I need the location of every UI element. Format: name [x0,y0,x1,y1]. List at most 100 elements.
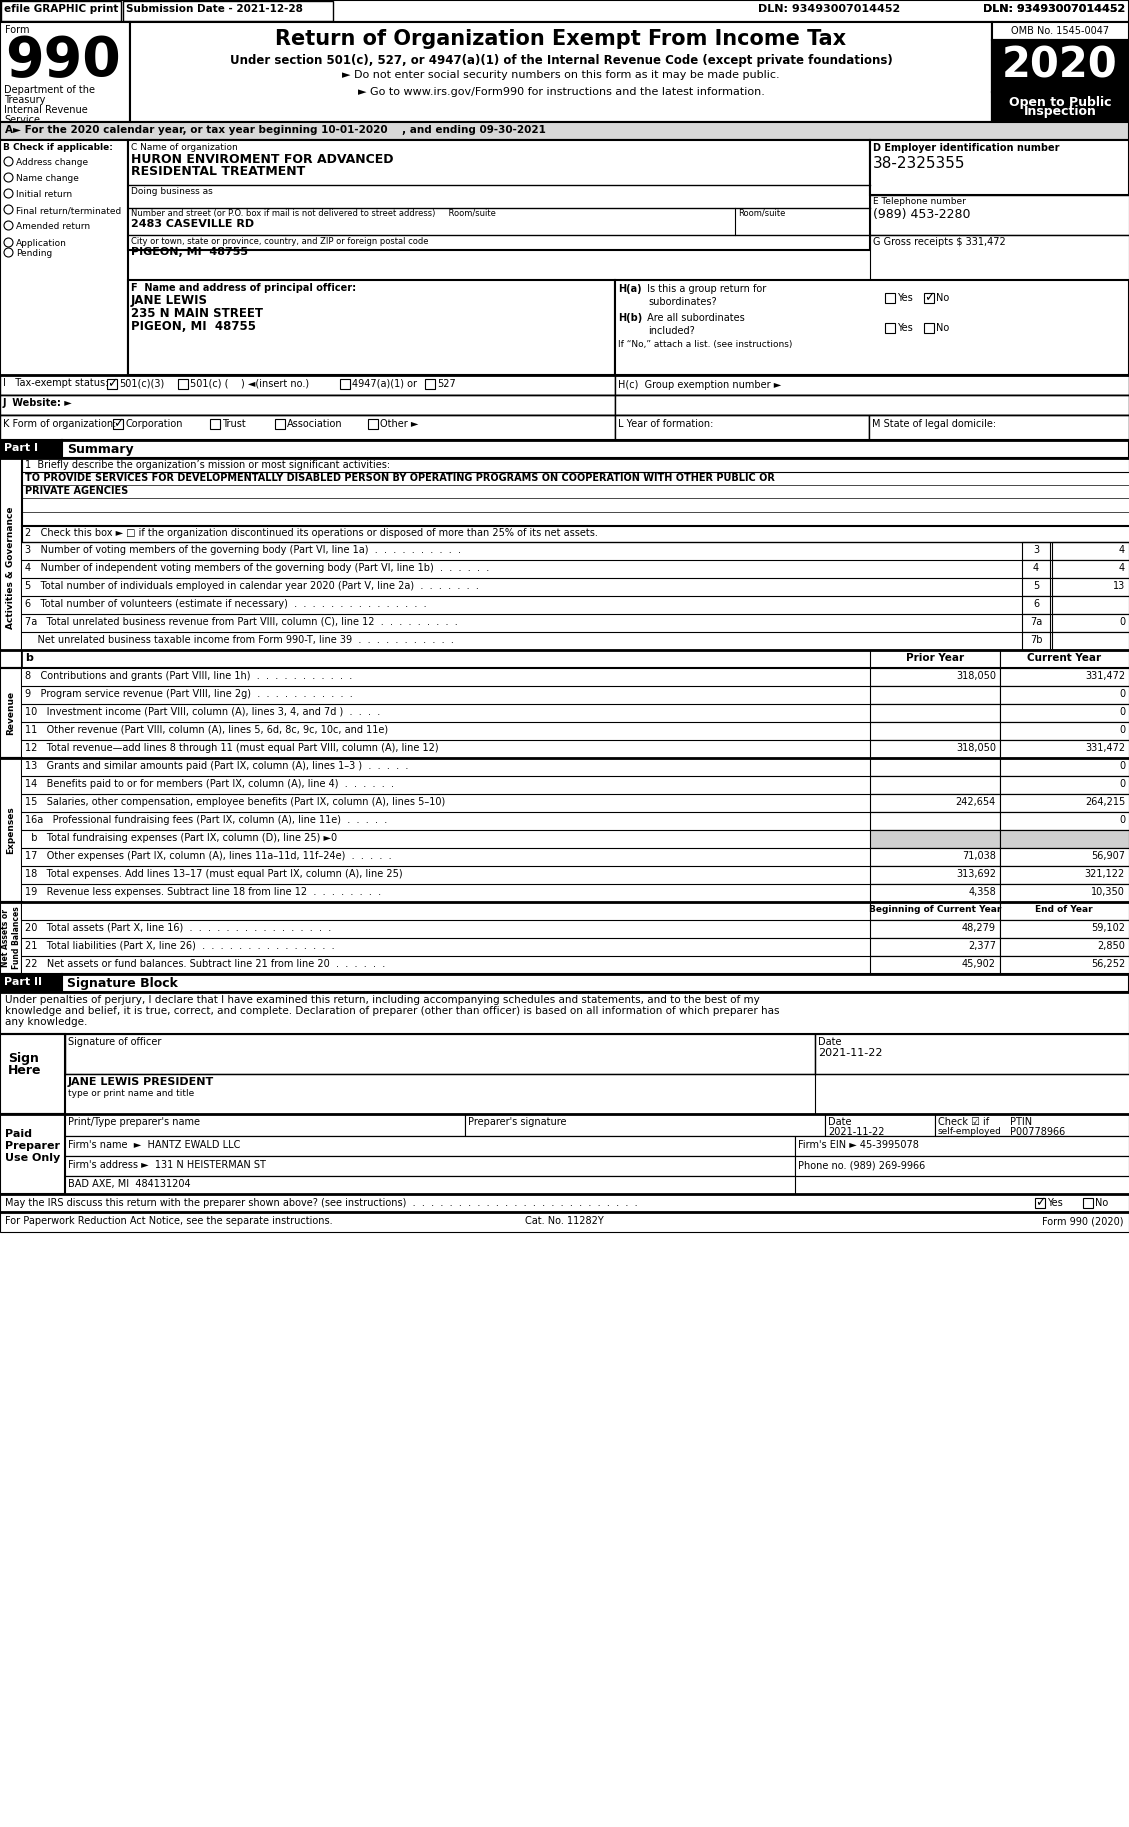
Text: 7a: 7a [1030,618,1042,627]
Text: Final return/terminated: Final return/terminated [16,206,121,216]
Text: DLN: 93493007014452: DLN: 93493007014452 [758,4,900,15]
Text: Firm's name  ►  HANTZ EWALD LLC: Firm's name ► HANTZ EWALD LLC [68,1140,240,1149]
Text: No: No [1095,1199,1109,1208]
Text: H(c)  Group exemption number ►: H(c) Group exemption number ► [618,380,781,389]
Bar [870,937,1000,956]
Text: 4,358: 4,358 [969,886,996,897]
Text: JANE LEWIS: JANE LEWIS [131,294,208,307]
Text: Service: Service [5,115,40,124]
Bar [21,722,870,740]
Bar [21,614,1022,632]
Text: Inspection: Inspection [1024,104,1096,119]
Text: L Year of formation:: L Year of formation: [618,418,714,429]
Text: Association: Association [287,418,342,429]
Text: 331,472: 331,472 [1085,671,1124,681]
Text: Return of Organization Exempt From Income Tax: Return of Organization Exempt From Incom… [275,29,847,49]
Bar [1022,596,1050,614]
Bar [1022,614,1050,632]
Bar [1000,937,1129,956]
Text: 2021-11-22: 2021-11-22 [828,1127,884,1136]
Text: Signature of officer: Signature of officer [68,1038,161,1047]
Bar [1000,776,1129,795]
Text: 2483 CASEVILLE RD: 2483 CASEVILLE RD [131,219,254,228]
Text: 22   Net assets or fund balances. Subtract line 21 from line 20  .  .  .  .  .  : 22 Net assets or fund balances. Subtract… [25,959,385,968]
Bar [0,141,128,420]
Bar [0,758,21,903]
Text: P00778966: P00778966 [1010,1127,1066,1136]
Text: ► Do not enter social security numbers on this form as it may be made public.: ► Do not enter social security numbers o… [342,69,780,80]
Text: 21   Total liabilities (Part X, line 26)  .  .  .  .  .  .  .  .  .  .  .  .  . : 21 Total liabilities (Part X, line 26) .… [25,941,334,952]
Bar [615,375,1129,395]
Bar [0,395,615,415]
Text: Part I: Part I [5,442,38,453]
Bar [0,22,130,122]
Bar [1052,561,1129,577]
Bar [1000,650,1129,669]
Text: knowledge and belief, it is true, correct, and complete. Declaration of preparer: knowledge and belief, it is true, correc… [5,1007,779,1016]
Bar [65,1177,795,1195]
Text: 1  Briefly describe the organization’s mission or most significant activities:: 1 Briefly describe the organization’s mi… [25,460,391,470]
Bar [21,758,870,776]
Bar [1,2,121,20]
Bar [870,740,1000,758]
Text: Form: Form [5,26,29,35]
Bar [210,418,220,429]
Text: 501(c)(3): 501(c)(3) [119,378,164,389]
Text: 10,350: 10,350 [1091,886,1124,897]
Text: Application: Application [16,239,67,248]
Bar [870,829,1000,848]
Text: 0: 0 [1119,725,1124,734]
Bar [1052,632,1129,650]
Text: HURON ENVIROMENT FOR ADVANCED: HURON ENVIROMENT FOR ADVANCED [131,153,394,166]
Text: OMB No. 1545-0047: OMB No. 1545-0047 [1010,26,1109,37]
Text: Other ►: Other ► [380,418,419,429]
Text: End of Year: End of Year [1035,904,1093,914]
Text: 0: 0 [1119,707,1124,716]
Bar [615,280,1129,375]
Bar [1022,543,1050,561]
Bar [1000,703,1129,722]
Text: 14   Benefits paid to or for members (Part IX, column (A), line 4)  .  .  .  .  : 14 Benefits paid to or for members (Part… [25,778,394,789]
Text: 2021-11-22: 2021-11-22 [819,1049,883,1058]
Text: RESIDENTAL TREATMENT: RESIDENTAL TREATMENT [131,164,305,177]
Text: Number and street (or P.O. box if mail is not delivered to street address)     R: Number and street (or P.O. box if mail i… [131,208,496,217]
Bar [0,974,62,992]
Bar [65,1136,795,1156]
Text: Part II: Part II [5,977,42,987]
Bar [870,650,1000,669]
Text: 2,377: 2,377 [968,941,996,952]
Text: For Paperwork Reduction Act Notice, see the separate instructions.: For Paperwork Reduction Act Notice, see … [5,1217,333,1226]
Bar [21,866,870,884]
Text: If “No,” attach a list. (see instructions): If “No,” attach a list. (see instruction… [618,340,793,349]
Bar [130,22,992,122]
Text: Department of the: Department of the [5,86,95,95]
Bar [1000,866,1129,884]
Text: Check ☑ if: Check ☑ if [938,1116,989,1127]
Text: Firm's EIN ► 45-3995078: Firm's EIN ► 45-3995078 [798,1140,919,1149]
Bar [0,669,21,758]
Text: DLN: 93493007014452: DLN: 93493007014452 [982,4,1124,15]
Bar [21,937,870,956]
Text: M State of legal domicile:: M State of legal domicile: [872,418,996,429]
Bar [0,375,615,395]
Bar [924,292,934,303]
Text: 18   Total expenses. Add lines 13–17 (must equal Part IX, column (A), line 25): 18 Total expenses. Add lines 13–17 (must… [25,870,403,879]
Bar [1000,758,1129,776]
Bar [870,669,1000,685]
Text: Internal Revenue: Internal Revenue [5,104,88,115]
Text: 235 N MAIN STREET: 235 N MAIN STREET [131,307,263,320]
Bar [615,395,1129,415]
Bar [1000,740,1129,758]
Text: Date: Date [819,1038,841,1047]
Text: 9   Program service revenue (Part VIII, line 2g)  .  .  .  .  .  .  .  .  .  .  : 9 Program service revenue (Part VIII, li… [25,689,352,700]
Text: 20   Total assets (Part X, line 16)  .  .  .  .  .  .  .  .  .  .  .  .  .  .  .: 20 Total assets (Part X, line 16) . . . … [25,923,331,934]
Text: 6   Total number of volunteers (estimate if necessary)  .  .  .  .  .  .  .  .  : 6 Total number of volunteers (estimate i… [25,599,427,608]
Bar [21,561,1022,577]
Text: Use Only: Use Only [5,1153,60,1164]
Bar [1022,632,1050,650]
Text: 318,050: 318,050 [956,671,996,681]
Bar [870,236,1129,280]
Bar [0,1034,65,1114]
Bar [21,921,870,937]
Text: 4: 4 [1119,544,1124,555]
